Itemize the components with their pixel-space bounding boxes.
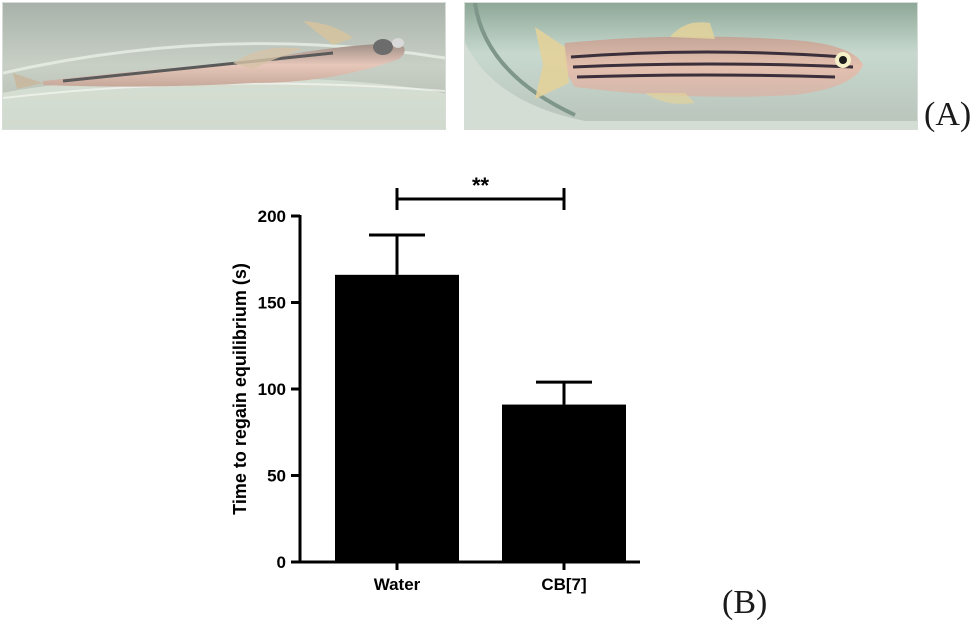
significance-label: ** — [472, 173, 490, 198]
x-tick-label: CB[7] — [541, 575, 586, 594]
x-tick-label: Water — [374, 575, 421, 594]
y-tick-label: 100 — [258, 380, 286, 399]
y-tick-label: 200 — [258, 207, 286, 226]
y-tick-label: 0 — [277, 553, 286, 572]
photo-fish-upright — [464, 2, 918, 130]
panel-label-b: (B) — [722, 584, 768, 621]
bar — [335, 274, 459, 562]
y-tick-label: 150 — [258, 294, 286, 313]
y-axis-title: Time to regain equilibrium (s) — [230, 263, 250, 515]
fish-upright-image — [465, 3, 917, 129]
y-tick-label: 50 — [267, 467, 286, 486]
bar — [502, 404, 626, 562]
fish-lying-image — [3, 3, 445, 129]
photo-fish-lying — [2, 2, 446, 130]
panel-label-a: (A) — [924, 96, 972, 133]
